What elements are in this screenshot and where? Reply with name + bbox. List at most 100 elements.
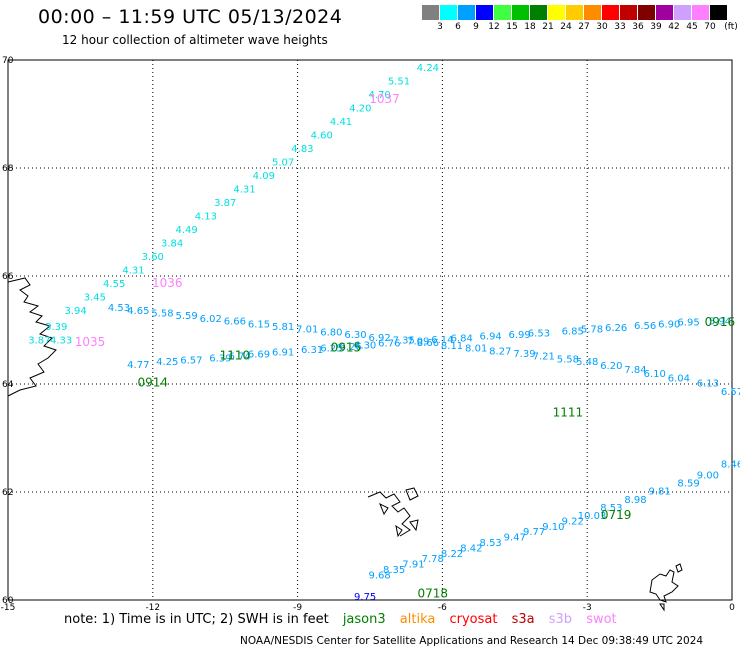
- scale-label: 33: [614, 22, 626, 32]
- scale-swatch: [548, 5, 565, 20]
- scale-label: 12: [488, 22, 500, 32]
- wave-height-label: 6.95: [677, 318, 699, 329]
- wave-height-label: 8.66: [417, 338, 439, 349]
- wave-height-label: 6.26: [605, 323, 627, 334]
- scale-label: 9: [473, 22, 479, 32]
- wave-height-label: 8.98: [624, 495, 646, 506]
- wave-height-label: 6.90: [658, 319, 680, 330]
- sat-altika: altika: [399, 612, 436, 627]
- scale-swatch: [512, 5, 529, 20]
- wave-height-label: 6.57: [721, 387, 740, 398]
- pass-time-label: 1036: [152, 276, 183, 290]
- faroe-islands: [367, 487, 419, 538]
- wave-height-label: 7.21: [533, 352, 555, 363]
- wave-height-label: 8.46: [721, 460, 740, 471]
- scale-label: 15: [506, 22, 518, 32]
- wave-height-label: 3.87: [214, 198, 236, 209]
- scale-label: 27: [578, 22, 590, 32]
- track-2: 6.576.136.046.107.846.205.485.587.217.39…: [108, 303, 740, 419]
- wave-height-label: 6.85: [562, 326, 584, 337]
- wave-height-label: 5.81: [272, 322, 294, 333]
- pass-time-label: 0718: [417, 586, 448, 600]
- wave-height-label: 4.41: [330, 117, 352, 128]
- wave-height-label: 4.33: [50, 336, 72, 347]
- wave-height-label: 4.70: [369, 90, 391, 101]
- wave-height-label: 8.22: [441, 549, 463, 560]
- plot-frame: [7, 59, 733, 601]
- scale-swatch: [674, 5, 691, 20]
- wave-height-label: 6.94: [480, 332, 502, 343]
- scale-swatch: [458, 5, 475, 20]
- wave-height-label: 6.39: [209, 353, 231, 364]
- wave-height-label: 4.55: [103, 279, 125, 290]
- wave-height-label: 8.01: [465, 344, 487, 355]
- wave-height-label: 4.24: [417, 63, 439, 74]
- wave-height-label: 7.01: [296, 325, 318, 336]
- wave-height-label: 9.77: [523, 527, 545, 538]
- wave-height-label: 3.94: [64, 306, 86, 317]
- pass-time-label: 0915: [331, 341, 362, 355]
- scale-swatch: [476, 5, 493, 20]
- pass-time-label: 0914: [138, 376, 169, 390]
- y-tick-label: 70: [2, 56, 14, 66]
- wave-height-label: 4.13: [195, 211, 217, 222]
- sat-swot: swot: [586, 612, 617, 627]
- sat-jason3: jason3: [342, 612, 386, 627]
- wave-height-label: 8.27: [489, 346, 511, 357]
- wave-height-label: 6.31: [301, 345, 323, 356]
- pass-time-label: 1111: [553, 405, 584, 419]
- wave-height-label: 6.30: [354, 340, 376, 351]
- wave-height-label: 6.80: [320, 327, 342, 338]
- wave-height-label: 7.39: [513, 349, 535, 360]
- wave-height-label: 6.56: [634, 321, 656, 332]
- x-tick-label: -3: [583, 603, 592, 613]
- scale-swatch: [584, 5, 601, 20]
- wave-height-label: 8.11: [441, 341, 463, 352]
- wave-height-label: 6.25: [320, 344, 342, 355]
- scale-swatch: [422, 5, 439, 20]
- scale-swatch: [494, 5, 511, 20]
- wave-height-label: 9.00: [697, 471, 719, 482]
- scale-unit: (ft): [724, 22, 738, 32]
- wave-height-label: 6.92: [369, 333, 391, 344]
- wave-height-label: 6.15: [248, 319, 270, 330]
- credit-line: NOAA/NESDIS Center for Satellite Applica…: [240, 635, 704, 647]
- scale-swatch: [602, 5, 619, 20]
- wave-height-label: 6.02: [200, 314, 222, 325]
- note-line: note: 1) Time is in UTC; 2) SWH is in fe…: [64, 612, 627, 627]
- wave-height-label: 6.91: [272, 347, 294, 358]
- chart-subtitle: 12 hour collection of altimeter wave hei…: [62, 33, 328, 47]
- wave-height-label: 3.45: [84, 292, 106, 303]
- coastlines: [7, 277, 683, 612]
- sat-s3a: s3a: [511, 612, 535, 627]
- wave-height-label: 5.48: [576, 357, 598, 368]
- wave-height-label: 5.51: [388, 76, 410, 87]
- altimeter-tracks: 4.24 5.51 4.70 4.20 4.41 4.60 4.83 5.07 4.09 4.31…: [28, 63, 740, 603]
- wave-height-label: 7.35: [393, 336, 415, 347]
- wave-height-label: 10.03: [578, 511, 607, 522]
- scale-label: 42: [668, 22, 680, 32]
- x-tick-label: -6: [438, 603, 447, 613]
- wave-height-label: 7.09: [407, 337, 429, 348]
- y-tick-label: 64: [2, 380, 14, 390]
- wave-height-label: 5.94: [709, 317, 731, 328]
- pass-time-label: 0916: [705, 315, 736, 329]
- wave-height-label: 4.31: [233, 184, 255, 195]
- scale-swatch: [710, 5, 727, 20]
- scale-label: 18: [524, 22, 536, 32]
- sat-cryosat: cryosat: [449, 612, 498, 627]
- wave-height-label: 6.57: [180, 355, 202, 366]
- sat-s3b: s3b: [548, 612, 573, 627]
- scale-swatch: [692, 5, 709, 20]
- pass-time-label: 1035: [75, 335, 106, 349]
- x-tick-label: -15: [1, 603, 16, 613]
- wave-height-label: 6.13: [697, 379, 719, 390]
- wave-height-label: 4.49: [175, 225, 197, 236]
- wave-height-label: 5.58: [151, 309, 173, 320]
- wave-height-label: 9.22: [562, 516, 584, 527]
- track-0: 4.24 5.51 4.70 4.20 4.41 4.60 4.83 5.07 4.09 4.31…: [28, 63, 439, 349]
- wave-height-label: 9.47: [504, 533, 526, 544]
- wave-height-label: 6.14: [431, 335, 453, 346]
- wave-height-label: 4.20: [349, 103, 371, 114]
- x-tick-label: 0: [729, 603, 735, 613]
